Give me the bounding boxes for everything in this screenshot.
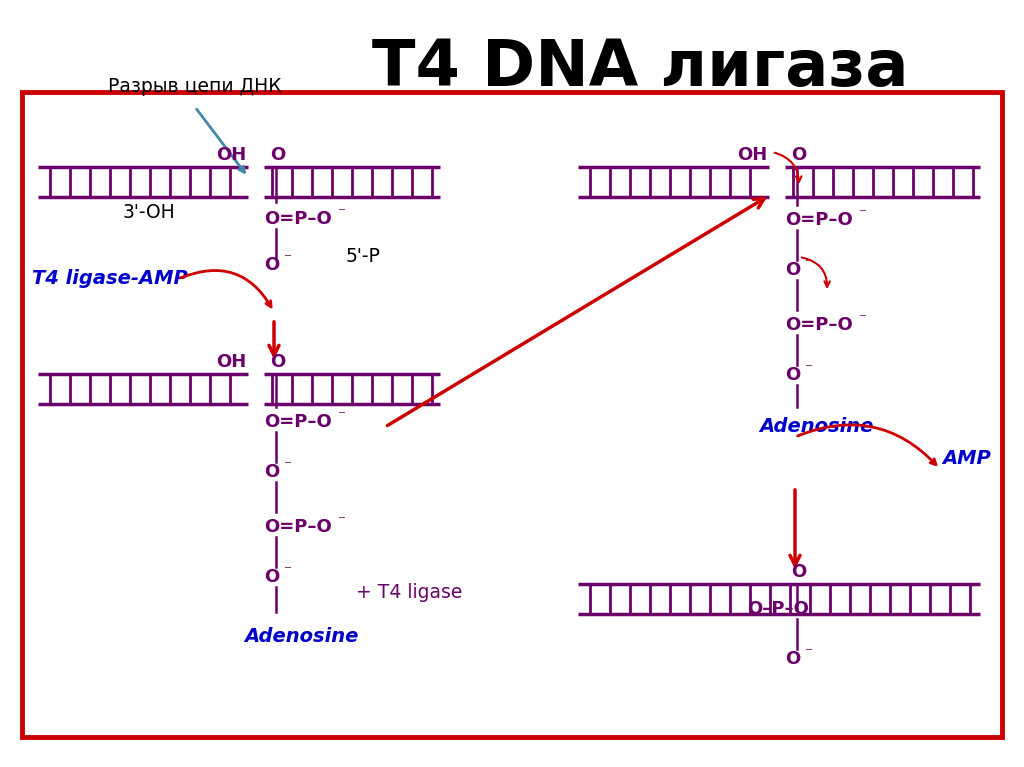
Text: O: O: [785, 366, 800, 384]
Text: ⁻: ⁻: [859, 311, 867, 327]
Text: OH: OH: [216, 146, 246, 164]
Text: ⁻: ⁻: [338, 206, 346, 220]
Text: T4 DNA лигаза: T4 DNA лигаза: [372, 37, 908, 99]
Text: ⁻: ⁻: [338, 513, 346, 528]
Text: T4 ligase-AMP: T4 ligase-AMP: [32, 269, 187, 288]
Text: O–P–O: O–P–O: [746, 600, 809, 618]
Text: ⁻: ⁻: [284, 459, 292, 473]
Bar: [22, 92, 1002, 737]
Text: O: O: [270, 146, 286, 164]
Text: O=P–O: O=P–O: [264, 210, 332, 228]
Text: ⁻: ⁻: [805, 256, 813, 272]
Text: AMP: AMP: [942, 449, 991, 469]
Text: ⁻: ⁻: [805, 646, 813, 660]
Text: ⁻: ⁻: [805, 361, 813, 377]
Text: O: O: [791, 146, 806, 164]
Text: O: O: [270, 353, 286, 371]
Text: O: O: [264, 256, 280, 274]
Text: 3'-OH: 3'-OH: [122, 202, 175, 222]
Text: OH: OH: [216, 353, 246, 371]
Text: O=P–O: O=P–O: [785, 316, 853, 334]
Text: ⁻: ⁻: [338, 409, 346, 423]
Text: ⁻: ⁻: [859, 206, 867, 222]
Text: O=P–O: O=P–O: [785, 211, 853, 229]
Text: Adenosine: Adenosine: [759, 417, 873, 436]
Text: O=P–O: O=P–O: [264, 518, 332, 536]
Text: O=P–O: O=P–O: [264, 413, 332, 431]
Text: OH: OH: [736, 146, 767, 164]
Text: O: O: [264, 463, 280, 481]
Text: 5'-P: 5'-P: [346, 248, 381, 266]
Text: Разрыв цепи ДНК: Разрыв цепи ДНК: [108, 77, 282, 97]
Text: O: O: [791, 563, 806, 581]
Text: O: O: [785, 261, 800, 279]
Text: Adenosine: Adenosine: [244, 627, 358, 647]
Text: + T4 ligase: + T4 ligase: [356, 582, 463, 601]
Text: ⁻: ⁻: [284, 564, 292, 578]
Text: O: O: [785, 650, 800, 668]
Text: ⁻: ⁻: [284, 252, 292, 266]
Text: O: O: [264, 568, 280, 586]
